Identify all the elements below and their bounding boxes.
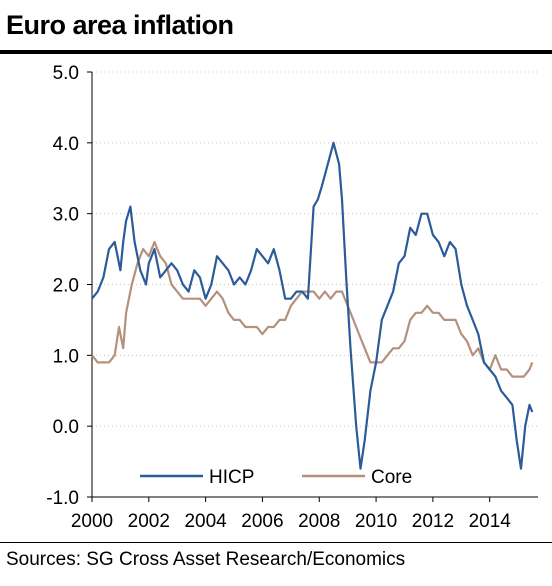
series-line-core — [91, 240, 534, 378]
inflation-chart: -1.00.01.02.03.04.05.0 2000 2002 2004 2006 2… — [46, 63, 538, 532]
source-note: Sources: SG Cross Asset Research/Economi… — [6, 549, 406, 570]
y-tick-label-2: 1.0 — [53, 346, 79, 367]
source-rule — [0, 542, 552, 543]
legend-core-label: Core — [371, 467, 412, 488]
x-tick-label-7: 2014 — [469, 511, 512, 532]
y-tick-label-1: 0.0 — [53, 417, 79, 438]
series-lines — [91, 141, 534, 470]
y-tick-labels: -1.0 0.0 1.0 2.0 3.0 4.0 5.0 — [46, 63, 79, 509]
title-rule — [0, 50, 552, 54]
x-tick-label-4: 2008 — [298, 511, 340, 532]
x-tick-label-1: 2002 — [128, 511, 170, 532]
axes — [87, 71, 538, 502]
x-tick-labels: 2000 2002 2004 2006 2008 2010 2012 2014 — [71, 511, 511, 532]
y-tick-label-3: 2.0 — [53, 276, 79, 297]
y-tick-label-0: -1.0 — [46, 488, 79, 509]
x-tick-label-5: 2010 — [355, 511, 397, 532]
legend-hicp-label: HICP — [209, 467, 254, 488]
x-tick-label-3: 2006 — [241, 511, 283, 532]
series-line-hicp — [91, 141, 534, 470]
gridlines — [92, 71, 538, 427]
y-tick-label-6: 5.0 — [53, 63, 79, 84]
x-tick-label-0: 2000 — [71, 511, 113, 532]
legend: HICP Core — [140, 467, 412, 488]
x-tick-label-6: 2012 — [412, 511, 454, 532]
y-tick-label-5: 4.0 — [53, 134, 79, 155]
y-tick-label-4: 3.0 — [53, 205, 79, 226]
x-tick-label-2: 2004 — [184, 511, 227, 532]
chart-title: Euro area inflation — [6, 10, 234, 40]
